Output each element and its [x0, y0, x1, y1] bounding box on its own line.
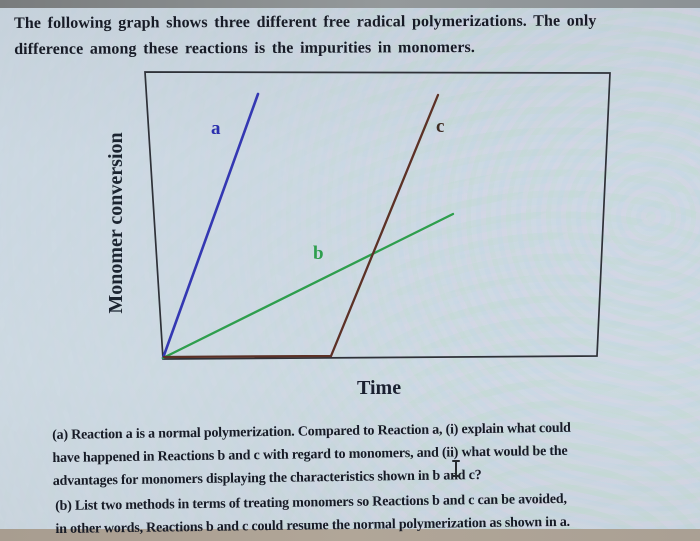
- y-axis-label: Monomer conversion: [105, 132, 127, 314]
- question-b: (b) List two methods in terms of treatin…: [55, 488, 570, 541]
- series-label-c: c: [436, 116, 445, 137]
- series-label-a: a: [211, 118, 221, 139]
- x-axis-label: Time: [357, 377, 402, 399]
- photo-edge-bottom: [0, 529, 700, 541]
- question-a: (a) Reaction a is a normal polymerizatio…: [52, 417, 571, 493]
- series-line-b: [161, 212, 455, 360]
- series-label-b: b: [313, 243, 324, 264]
- plot-frame: [144, 71, 611, 360]
- series-line-a: [161, 92, 260, 360]
- series-line-c: [162, 93, 440, 359]
- photo-edge-top: [0, 0, 700, 8]
- text-cursor-ibeam: [451, 460, 461, 477]
